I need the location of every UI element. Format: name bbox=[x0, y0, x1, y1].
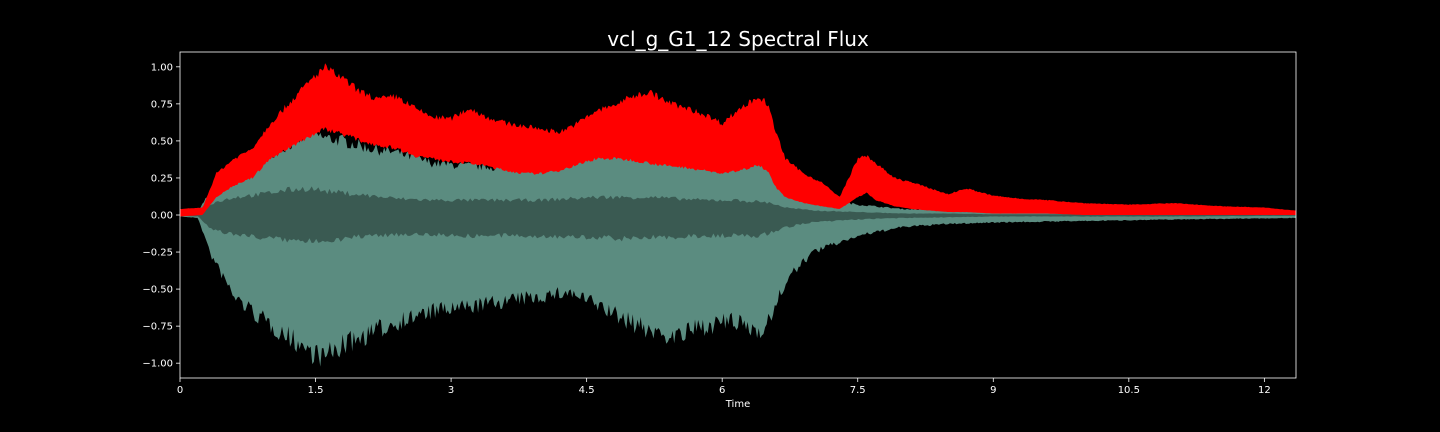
y-tick-label: 0.50 bbox=[151, 136, 173, 147]
x-tick-label: 4.5 bbox=[579, 385, 595, 396]
x-axis-label: Time bbox=[725, 399, 750, 410]
x-tick-label: 9 bbox=[990, 385, 996, 396]
x-tick-label: 7.5 bbox=[850, 385, 866, 396]
x-tick-label: 3 bbox=[448, 385, 454, 396]
waveform-outer-envelope bbox=[180, 126, 1296, 367]
y-axis: 1.00 0.75 0.50 0.25 0.00 −0.25 −0.50 −0.75 −1.00 bbox=[142, 62, 180, 370]
x-tick-label: 12 bbox=[1258, 385, 1271, 396]
spectral-flux-band bbox=[180, 63, 1296, 217]
waveform-inner-envelope bbox=[180, 186, 1296, 243]
y-tick-label: 0.00 bbox=[151, 211, 173, 222]
x-tick-label: 6 bbox=[719, 385, 725, 396]
y-tick-label: −0.50 bbox=[142, 285, 173, 296]
y-tick-label: −0.25 bbox=[142, 248, 173, 259]
y-tick-label: 0.75 bbox=[151, 99, 173, 110]
y-tick-label: −1.00 bbox=[142, 359, 173, 370]
plot-area bbox=[180, 63, 1296, 367]
y-tick-label: −0.75 bbox=[142, 322, 173, 333]
x-tick-label: 1.5 bbox=[308, 385, 324, 396]
x-tick-label: 0 bbox=[177, 385, 183, 396]
x-axis: 0 1.5 3 4.5 6 7.5 9 10.5 12 bbox=[177, 378, 1271, 396]
x-tick-label: 10.5 bbox=[1118, 385, 1140, 396]
chart-title: vcl_g_G1_12 Spectral Flux bbox=[607, 27, 869, 51]
y-tick-label: 1.00 bbox=[151, 62, 173, 73]
y-tick-label: 0.25 bbox=[151, 173, 173, 184]
